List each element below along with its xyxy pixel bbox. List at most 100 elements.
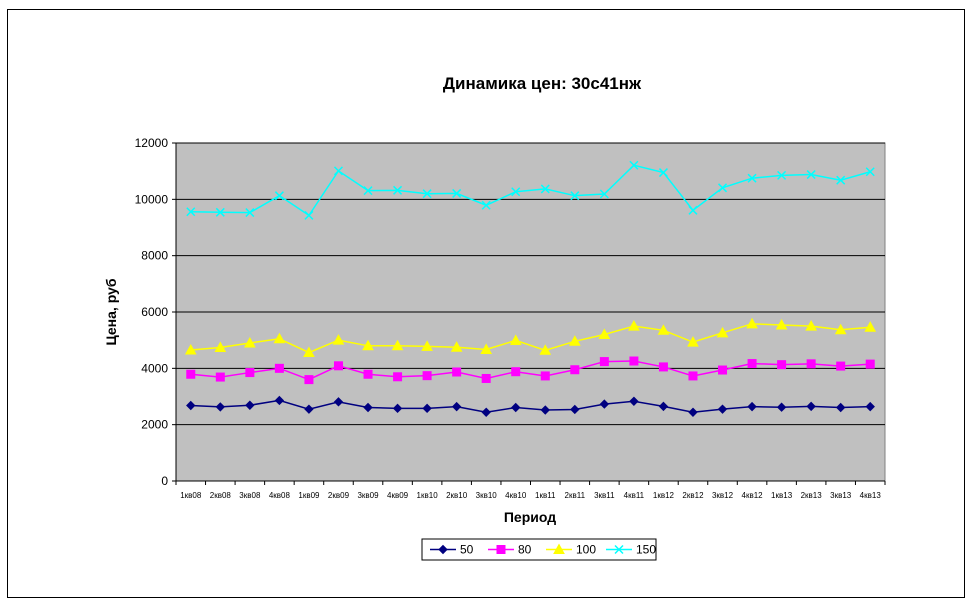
x-tick-label: 2кв11 xyxy=(565,491,586,500)
legend-box xyxy=(421,538,657,561)
data-point xyxy=(391,339,404,351)
data-point xyxy=(274,191,284,201)
data-point xyxy=(629,356,639,366)
x-tick-label: 4кв13 xyxy=(860,491,882,500)
data-point xyxy=(422,371,432,381)
data-point xyxy=(186,369,196,379)
legend-item-50: 50 xyxy=(430,543,474,557)
data-point xyxy=(718,365,728,375)
x-tick-label: 2кв13 xyxy=(801,491,823,500)
chart-frame: Динамика цен: 30с41нж 0 2000 4000 6000 8000 1… xyxy=(7,9,965,598)
y-tick-label: 4000 xyxy=(141,361,168,375)
x-tick-label: 1кв10 xyxy=(417,491,439,500)
data-point xyxy=(570,365,580,375)
data-point xyxy=(717,183,728,193)
data-point xyxy=(540,371,550,381)
data-point xyxy=(865,359,875,369)
data-point xyxy=(363,369,373,379)
data-point xyxy=(481,407,491,417)
y-axis-title: Цена, руб xyxy=(103,278,119,345)
data-point xyxy=(184,343,197,355)
x-tick-label: 1кв09 xyxy=(298,491,320,500)
legend-item-80: 80 xyxy=(488,543,532,557)
data-point xyxy=(864,321,877,332)
data-point xyxy=(629,160,639,170)
data-point xyxy=(450,341,463,352)
legend-label: 50 xyxy=(460,543,474,557)
series-80 xyxy=(186,356,875,385)
legend-label: 150 xyxy=(636,543,656,557)
x-tick-label: 4кв08 xyxy=(269,491,291,500)
data-point xyxy=(215,207,225,217)
legend-label: 80 xyxy=(518,543,532,557)
data-point xyxy=(836,361,846,371)
x-tick-label: 1кв12 xyxy=(653,491,675,500)
data-point xyxy=(333,166,344,176)
data-point xyxy=(333,397,344,407)
chart-title: Динамика цен: 30с41нж xyxy=(443,74,642,93)
data-point xyxy=(511,402,521,413)
data-point xyxy=(865,167,875,177)
x-tick-label: 1кв11 xyxy=(535,491,556,500)
gridlines xyxy=(176,142,885,426)
data-point xyxy=(363,186,373,196)
data-point xyxy=(480,343,493,354)
y-tick-label: 0 xyxy=(161,474,168,488)
data-point xyxy=(186,400,196,411)
data-point xyxy=(245,400,255,410)
y-tick-labels: 0 2000 4000 6000 8000 10000 12000 xyxy=(135,136,169,488)
data-point xyxy=(628,320,640,331)
data-point xyxy=(304,404,314,414)
data-point xyxy=(865,401,875,412)
data-point xyxy=(658,362,668,372)
data-point xyxy=(362,339,374,351)
data-point xyxy=(509,334,522,345)
data-point xyxy=(836,175,846,185)
x-tick-label: 4кв11 xyxy=(624,491,645,500)
y-tick-label: 2000 xyxy=(141,418,168,432)
series-line-100 xyxy=(190,323,871,354)
series-100 xyxy=(184,317,877,358)
data-point xyxy=(568,335,581,346)
data-point xyxy=(333,361,343,371)
series-lines xyxy=(184,160,877,417)
data-point xyxy=(540,184,550,194)
data-point xyxy=(599,189,609,199)
data-point xyxy=(511,367,521,377)
data-point xyxy=(747,359,757,369)
data-point xyxy=(332,334,345,345)
x-tick-label: 3кв10 xyxy=(476,491,498,500)
legend-item-100: 100 xyxy=(546,543,596,557)
data-point xyxy=(215,372,225,382)
data-point xyxy=(393,372,403,382)
legend-label: 100 xyxy=(576,543,596,557)
data-point xyxy=(422,403,432,414)
data-point xyxy=(747,401,757,412)
data-point xyxy=(806,401,816,412)
data-point xyxy=(775,318,788,330)
series-line-50 xyxy=(190,399,871,414)
data-point xyxy=(392,403,403,414)
data-point xyxy=(273,332,286,344)
data-point xyxy=(215,402,226,412)
series-50 xyxy=(186,395,875,417)
data-point xyxy=(598,328,611,340)
data-point xyxy=(274,363,284,373)
series-line-80 xyxy=(190,360,871,381)
x-tick-label: 2кв09 xyxy=(328,491,350,500)
data-point xyxy=(629,396,639,406)
x-tick-label: 3кв08 xyxy=(239,491,261,500)
legend-item-150: 150 xyxy=(606,543,656,557)
data-point xyxy=(245,368,255,378)
data-point xyxy=(777,360,787,370)
data-point xyxy=(481,373,491,383)
y-tick-label: 12000 xyxy=(135,136,169,150)
data-point xyxy=(657,324,670,335)
data-point xyxy=(452,367,462,377)
data-point xyxy=(805,320,817,331)
x-tick-label: 4кв10 xyxy=(505,491,527,500)
data-point xyxy=(422,189,432,199)
data-point xyxy=(304,375,314,385)
data-point xyxy=(570,404,580,415)
data-point xyxy=(806,170,816,180)
